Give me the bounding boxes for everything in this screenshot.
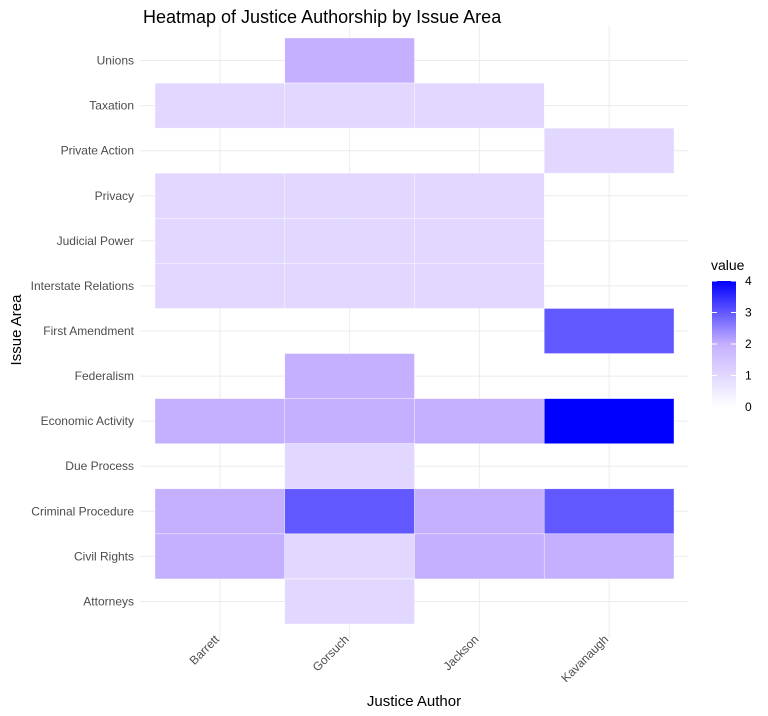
y-tick-label: Taxation	[89, 99, 134, 113]
y-tick-label: Federalism	[75, 369, 134, 383]
heatmap-cell	[414, 82, 545, 129]
legend-ticks: 0 1 2 3 4	[712, 274, 752, 414]
heatmap-cell	[414, 172, 545, 219]
heatmap-cell	[543, 533, 675, 580]
y-axis-title: Issue Area	[8, 294, 25, 366]
heatmap-cell	[284, 353, 415, 399]
heatmap-cell	[543, 398, 675, 444]
legend-tick-label: 1	[745, 369, 752, 383]
heatmap-cell	[154, 398, 286, 444]
heatmap-cell	[414, 398, 545, 444]
y-tick-label: Civil Rights	[74, 549, 134, 563]
y-tick-label: Interstate Relations	[31, 279, 134, 293]
legend-tick-label: 4	[745, 274, 752, 288]
chart-title: Heatmap of Justice Authorship by Issue A…	[143, 7, 502, 27]
legend-tick-label: 2	[745, 337, 752, 351]
heatmap-cell	[284, 533, 415, 580]
heatmap-cell	[284, 218, 415, 264]
y-tick-label: Due Process	[65, 459, 134, 473]
heatmap-cell	[284, 488, 415, 535]
y-tick-label: Judicial Power	[57, 234, 134, 248]
y-tick-label: Criminal Procedure	[31, 504, 134, 518]
x-tick-label: Kavanaugh	[558, 632, 611, 685]
heatmap-cell	[414, 533, 545, 580]
y-tick-label: Economic Activity	[41, 414, 134, 428]
x-tick-label: Jackson	[440, 632, 481, 673]
heatmap-cell	[414, 263, 545, 309]
heatmap-cell	[543, 308, 675, 354]
heatmap-cell	[154, 82, 286, 129]
legend-tick-label: 3	[745, 306, 752, 320]
heatmap-cell	[284, 263, 415, 309]
legend-tick-label: 0	[745, 400, 752, 414]
heatmap-cell	[284, 443, 415, 490]
heatmap-cell	[414, 218, 545, 264]
heatmap-cell	[284, 172, 415, 219]
heatmap-cell	[154, 488, 286, 535]
x-tick-label: Gorsuch	[310, 632, 352, 674]
x-axis-title: Justice Author	[367, 693, 461, 710]
heatmap-cell	[284, 398, 415, 444]
heatmap-cell	[284, 37, 415, 84]
heatmap-cell	[284, 578, 415, 625]
y-tick-label: Attorneys	[83, 594, 134, 608]
y-tick-label: Unions	[97, 54, 134, 68]
heatmap-cell	[154, 533, 286, 580]
heatmap-cell	[543, 127, 675, 174]
x-axis-ticks: Barrett Gorsuch Jackson Kavanaugh	[187, 632, 612, 685]
heatmap-cell	[154, 218, 286, 264]
y-tick-label: First Amendment	[43, 324, 134, 338]
y-tick-label: Privacy	[95, 189, 134, 203]
y-tick-label: Private Action	[61, 144, 134, 158]
legend-title: value	[711, 257, 745, 273]
x-tick-label: Barrett	[187, 632, 223, 668]
heatmap-cell	[284, 82, 415, 129]
legend: value 0 1 2 3 4	[711, 257, 752, 414]
heatmap-cell	[543, 488, 675, 535]
heatmap-cells	[154, 37, 675, 625]
y-axis-ticks: Attorneys Civil Rights Criminal Procedure D…	[31, 54, 135, 609]
heatmap-cell	[154, 263, 286, 309]
heatmap-cell	[414, 488, 545, 535]
heatmap-cell	[154, 172, 286, 219]
